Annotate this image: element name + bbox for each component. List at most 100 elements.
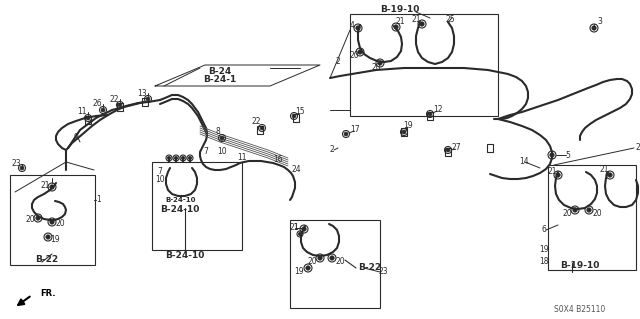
Text: 20: 20 (349, 50, 359, 60)
Circle shape (420, 22, 424, 26)
Text: 21: 21 (396, 18, 404, 26)
Text: 21: 21 (599, 166, 609, 174)
Circle shape (356, 26, 360, 30)
Bar (293, 114, 299, 122)
Circle shape (306, 266, 310, 270)
Bar (350, 14, 498, 116)
Bar (85, 116, 91, 124)
Text: 5: 5 (566, 151, 570, 160)
Text: 16: 16 (273, 155, 283, 165)
Circle shape (260, 126, 264, 130)
Text: 19: 19 (539, 246, 549, 255)
Circle shape (292, 114, 296, 118)
Bar (427, 112, 433, 120)
Circle shape (118, 103, 122, 107)
Bar (548, 165, 636, 270)
Text: 2: 2 (335, 57, 340, 66)
Text: 13: 13 (137, 88, 147, 98)
Bar (445, 148, 451, 156)
Text: 21: 21 (40, 181, 50, 189)
Text: 4: 4 (349, 20, 355, 29)
Text: 21: 21 (289, 224, 299, 233)
Text: 22: 22 (109, 94, 119, 103)
Circle shape (146, 97, 150, 101)
Text: B-19-10: B-19-10 (560, 261, 600, 270)
Circle shape (318, 256, 322, 260)
Text: B-24-10: B-24-10 (160, 205, 200, 214)
Text: B-24-1: B-24-1 (204, 76, 237, 85)
Text: 11: 11 (237, 153, 247, 162)
Circle shape (181, 156, 185, 160)
Text: 23: 23 (11, 160, 21, 168)
Text: 18: 18 (540, 257, 548, 266)
Circle shape (302, 227, 306, 231)
Text: 2: 2 (330, 145, 334, 154)
Circle shape (101, 108, 105, 112)
Circle shape (50, 220, 54, 224)
Text: 7: 7 (157, 167, 163, 176)
Text: 10: 10 (217, 147, 227, 157)
Text: 26: 26 (92, 100, 102, 108)
Text: 20: 20 (371, 63, 381, 72)
Circle shape (36, 216, 40, 220)
Circle shape (20, 166, 24, 170)
Text: 24: 24 (291, 166, 301, 174)
Bar (290, 220, 380, 308)
Bar (152, 162, 242, 250)
Circle shape (358, 50, 362, 54)
Text: B-24-10: B-24-10 (165, 251, 205, 261)
Text: 14: 14 (519, 158, 529, 167)
Bar (117, 103, 123, 111)
Bar (10, 175, 95, 265)
Text: 23: 23 (378, 268, 388, 277)
Text: 2: 2 (636, 144, 640, 152)
Text: 22: 22 (252, 117, 260, 127)
Circle shape (592, 26, 596, 30)
Text: S0X4 B25110: S0X4 B25110 (554, 306, 605, 315)
Circle shape (330, 256, 334, 260)
Text: 1: 1 (294, 224, 298, 233)
Text: 20: 20 (562, 210, 572, 219)
Text: 1: 1 (97, 196, 101, 204)
Circle shape (298, 232, 301, 236)
Circle shape (428, 112, 432, 116)
Circle shape (344, 132, 348, 136)
Text: 19: 19 (403, 122, 413, 130)
Text: B-19-10: B-19-10 (380, 5, 420, 14)
Text: 7: 7 (204, 147, 209, 157)
Circle shape (573, 208, 577, 212)
Text: 11: 11 (77, 108, 87, 116)
Text: 17: 17 (350, 125, 360, 135)
Text: 21: 21 (412, 16, 420, 25)
Text: 8: 8 (216, 128, 220, 137)
Circle shape (46, 235, 50, 239)
Text: FR.: FR. (40, 290, 56, 299)
Text: 19: 19 (50, 235, 60, 244)
Text: B-24: B-24 (209, 68, 232, 77)
Text: B-22: B-22 (35, 256, 58, 264)
Text: 12: 12 (433, 106, 443, 115)
Circle shape (402, 130, 406, 134)
Text: 9: 9 (74, 133, 79, 143)
Text: 19: 19 (294, 268, 304, 277)
Text: 3: 3 (598, 18, 602, 26)
Circle shape (587, 208, 591, 212)
Text: 20: 20 (55, 219, 65, 227)
Circle shape (608, 173, 612, 177)
Text: 25: 25 (445, 16, 455, 25)
Circle shape (446, 148, 450, 152)
Bar (257, 126, 263, 134)
Circle shape (86, 116, 90, 120)
Text: 20: 20 (25, 216, 35, 225)
Text: 27: 27 (451, 144, 461, 152)
Circle shape (550, 153, 554, 157)
Text: 20: 20 (307, 257, 317, 266)
Circle shape (167, 156, 171, 160)
Bar (142, 98, 148, 106)
Text: 21: 21 (547, 167, 557, 176)
Text: 20: 20 (335, 257, 345, 266)
Circle shape (50, 185, 54, 189)
Text: 6: 6 (541, 226, 547, 234)
Text: 10: 10 (155, 175, 165, 184)
Circle shape (188, 156, 191, 160)
